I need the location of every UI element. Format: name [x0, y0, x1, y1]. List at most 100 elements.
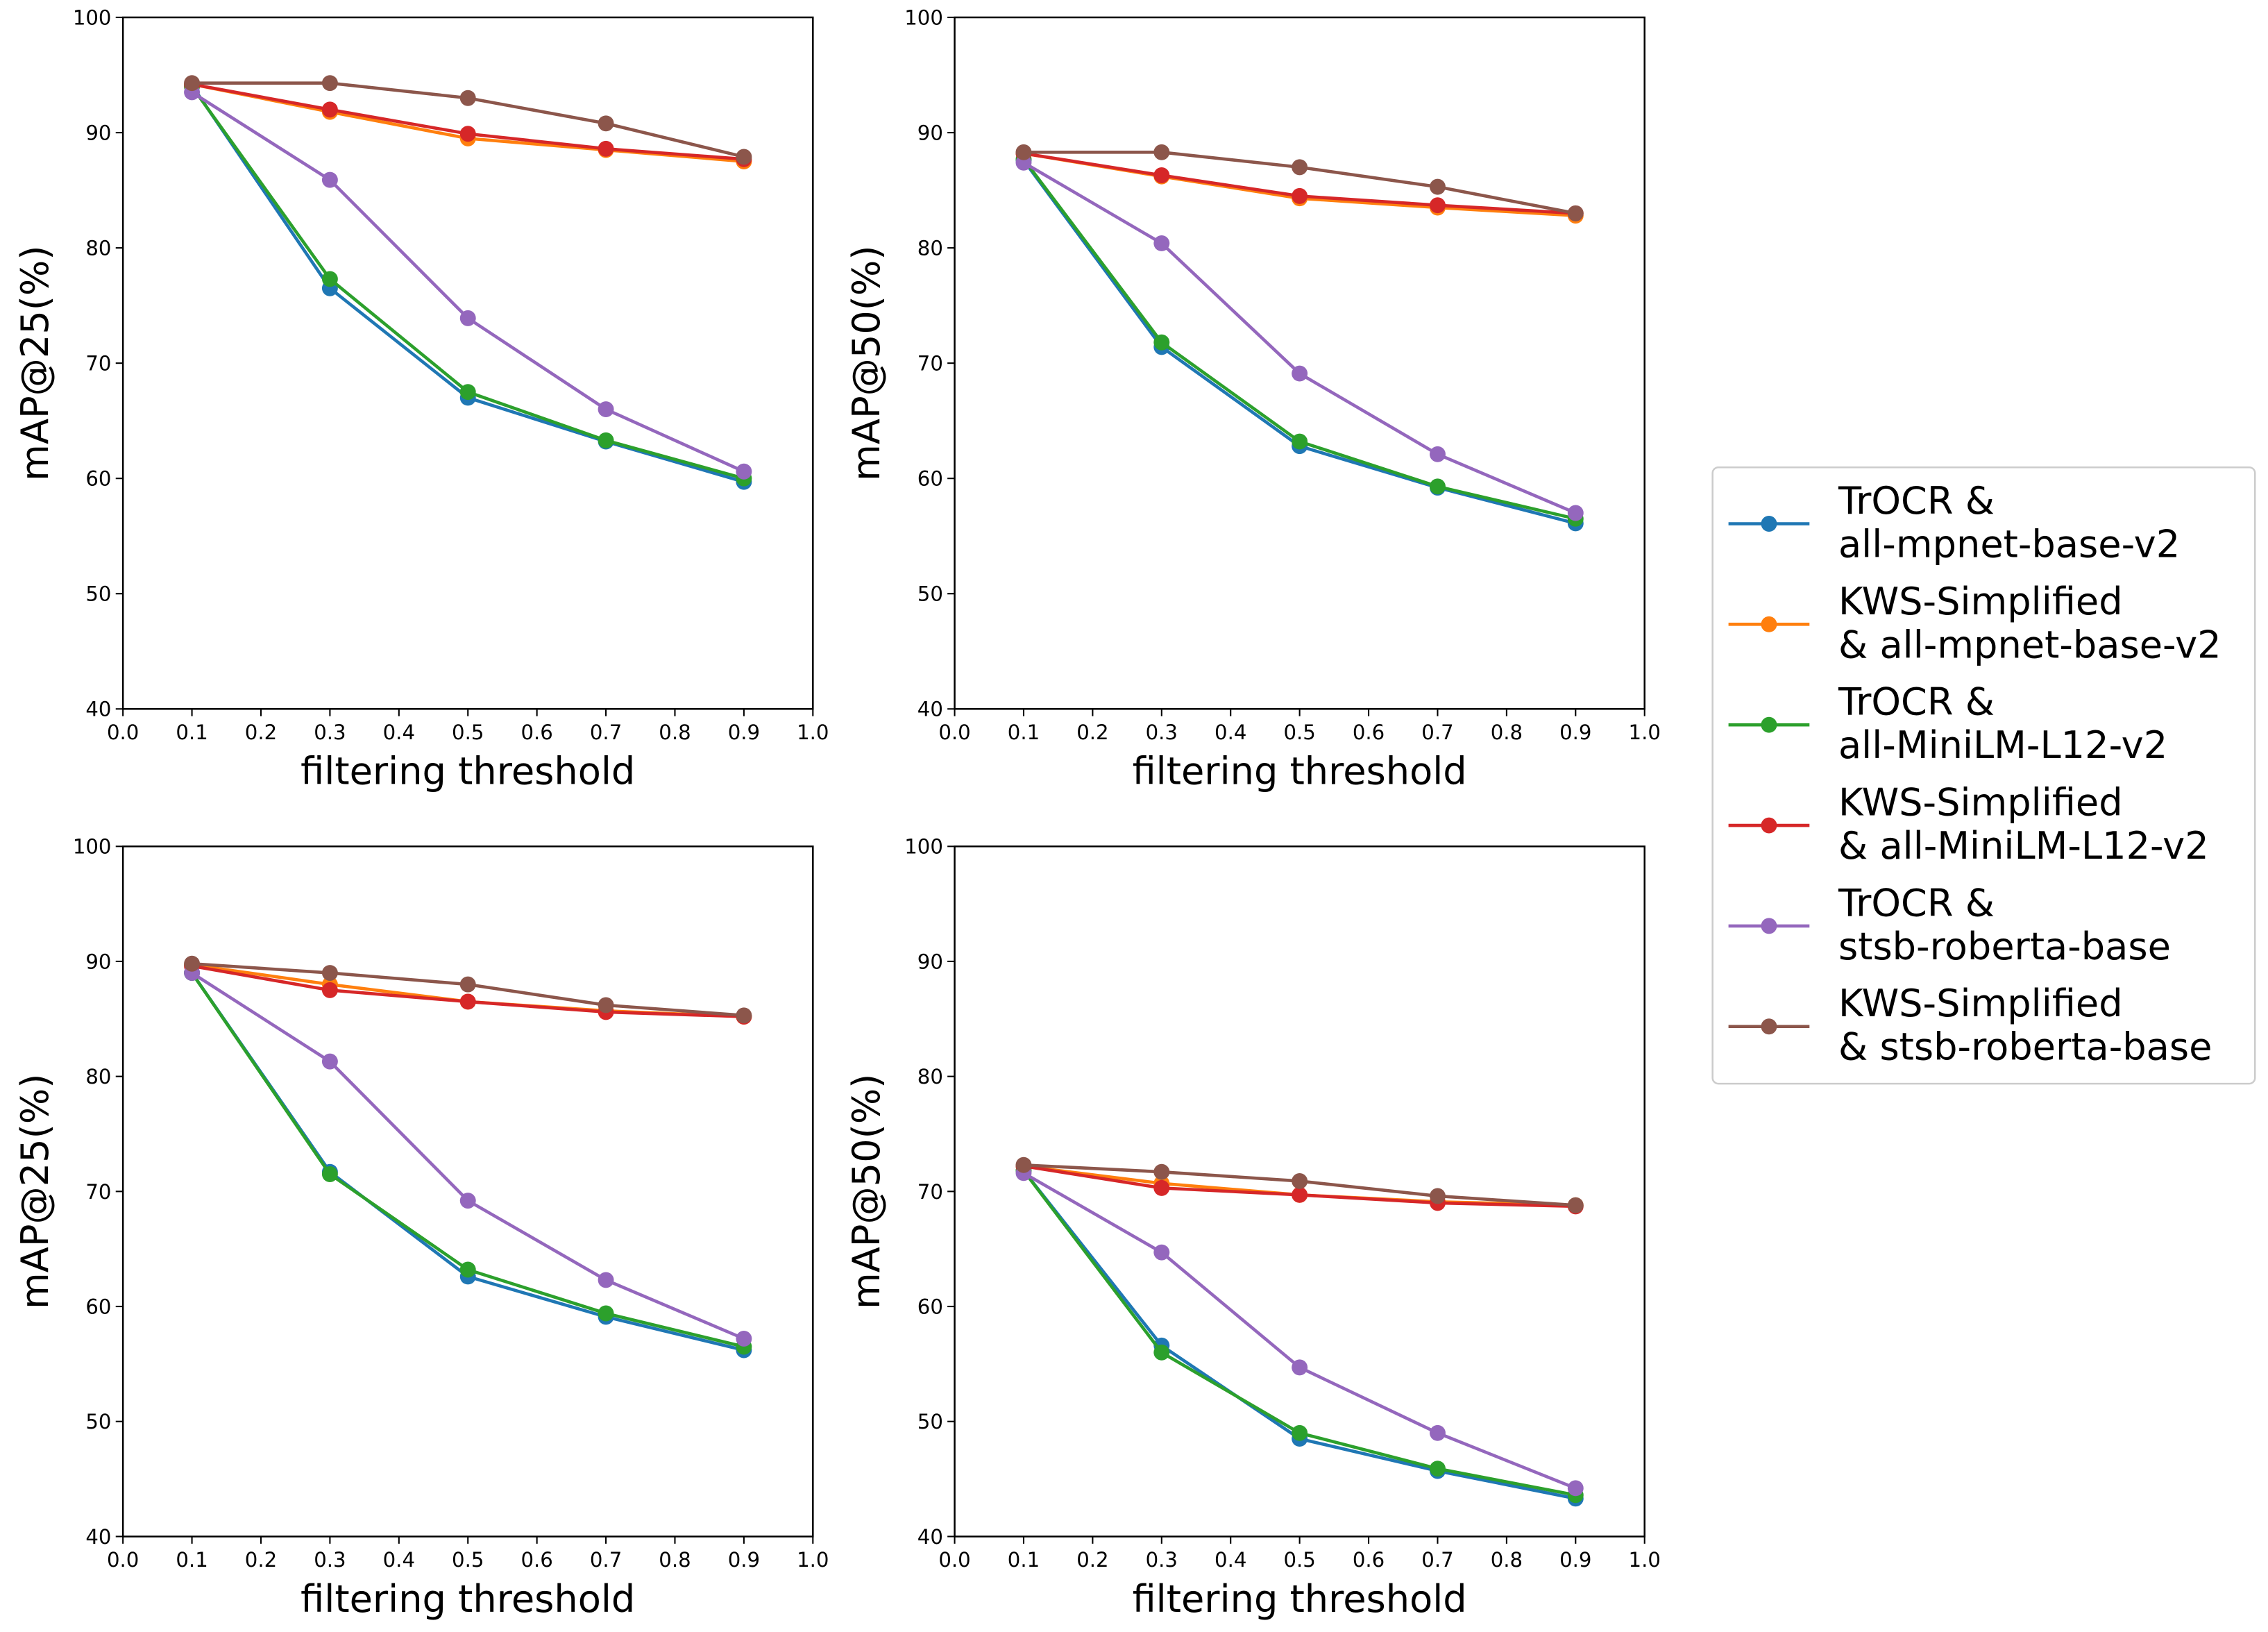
y-tick-label: 60 — [917, 1295, 943, 1318]
data-point — [321, 965, 338, 981]
data-point — [321, 271, 338, 287]
x-axis-label: filtering threshold — [1133, 1577, 1467, 1621]
axes-frame — [121, 846, 814, 1538]
x-tick-label: 1.0 — [797, 1548, 829, 1572]
y-tick-label: 90 — [917, 121, 943, 144]
x-tick-label: 0.4 — [1215, 721, 1246, 744]
y-tick-label: 100 — [73, 835, 112, 859]
legend-label-line1: TrOCR & — [1838, 680, 1995, 724]
y-tick-label: 90 — [85, 121, 111, 144]
x-tick-label: 0.2 — [1076, 721, 1108, 744]
x-tick-label: 0.1 — [1008, 721, 1040, 744]
y-tick-label: 80 — [85, 237, 111, 260]
data-point — [1430, 1424, 1446, 1441]
y-tick-label: 60 — [85, 1295, 111, 1318]
y-tick-label: 80 — [85, 1065, 111, 1088]
x-tick-label: 0.4 — [383, 721, 415, 744]
x-tick-label: 0.1 — [1008, 1548, 1040, 1572]
data-point — [1292, 159, 1308, 176]
x-axis-label: filtering threshold — [1133, 750, 1467, 793]
legend-entry-6: KWS-Simplified& stsb-roberta-base — [1728, 982, 2212, 1069]
y-tick-label: 40 — [85, 1525, 111, 1549]
legend-marker — [1761, 616, 1777, 632]
series-6 — [184, 75, 752, 165]
legend-label-line1: KWS-Simplified — [1838, 580, 2123, 623]
x-tick-label: 0.3 — [314, 721, 346, 744]
y-tick-label: 60 — [917, 467, 943, 491]
y-axis-label: mAP@25(%) — [13, 245, 57, 480]
x-tick-label: 0.4 — [1215, 1548, 1246, 1572]
series-5 — [184, 84, 752, 480]
legend-entry-3: TrOCR &all-MiniLM-L12-v2 — [1728, 680, 2167, 767]
data-point — [1430, 1461, 1446, 1477]
data-point — [1292, 1186, 1308, 1203]
data-point — [598, 140, 614, 157]
x-tick-label: 0.2 — [1076, 1548, 1108, 1572]
data-point — [184, 955, 201, 972]
x-tick-label: 0.9 — [1559, 1548, 1591, 1572]
data-point — [1430, 446, 1446, 462]
series-5 — [1015, 1165, 1584, 1497]
legend-marker — [1761, 716, 1777, 733]
data-point — [736, 1007, 752, 1024]
data-point — [459, 1261, 476, 1278]
y-tick-label: 70 — [917, 1180, 943, 1204]
data-point — [1015, 1156, 1032, 1173]
x-tick-label: 0.1 — [176, 721, 208, 744]
x-tick-label: 0.6 — [1353, 721, 1385, 744]
data-point — [1153, 334, 1170, 351]
x-axis-label: filtering threshold — [301, 750, 635, 793]
subplot-4: 0.0 0.1 0.2 0.3 0.4 0.5 0.6 0.7 0.8 0.9 1.0 40 50 60 7… — [845, 835, 1661, 1621]
data-point — [1292, 187, 1308, 204]
data-point — [1567, 205, 1584, 221]
legend-marker — [1761, 516, 1777, 532]
x-tick-label: 1.0 — [1629, 1548, 1661, 1572]
x-tick-label: 0.8 — [1491, 1548, 1523, 1572]
y-tick-label: 100 — [73, 6, 112, 29]
data-point — [1015, 144, 1032, 160]
y-axis-label: mAP@50(%) — [845, 1074, 888, 1309]
legend-label-line1: KWS-Simplified — [1838, 982, 2123, 1025]
data-point — [1153, 235, 1170, 251]
axes-frame — [121, 16, 814, 710]
data-point — [1292, 433, 1308, 450]
x-tick-label: 0.5 — [452, 721, 484, 744]
axes-frame — [954, 16, 1645, 710]
data-point — [459, 384, 476, 401]
y-tick-label: 50 — [917, 582, 943, 606]
data-point — [321, 171, 338, 188]
data-point — [184, 75, 201, 92]
subplot-3: 0.0 0.1 0.2 0.3 0.4 0.5 0.6 0.7 0.8 0.9 1.0 40 50 60 7… — [13, 835, 829, 1621]
data-point — [1153, 167, 1170, 183]
data-point — [1292, 1359, 1308, 1376]
data-point — [321, 1053, 338, 1070]
y-tick-label: 50 — [85, 1410, 111, 1433]
legend-label-line2: & stsb-roberta-base — [1838, 1025, 2212, 1069]
x-tick-label: 0.9 — [728, 1548, 760, 1572]
x-tick-label: 0.0 — [938, 721, 970, 744]
data-point — [736, 1330, 752, 1347]
data-point — [1153, 1163, 1170, 1180]
x-tick-label: 0.3 — [314, 1548, 346, 1572]
y-tick-label: 40 — [917, 1525, 943, 1549]
data-point — [736, 463, 752, 480]
x-tick-label: 0.9 — [1559, 721, 1591, 744]
x-tick-label: 0.7 — [1421, 721, 1453, 744]
y-tick-label: 70 — [917, 352, 943, 376]
y-tick-label: 50 — [85, 582, 111, 606]
x-tick-label: 0.6 — [1353, 1548, 1385, 1572]
data-point — [321, 1166, 338, 1182]
data-point — [1567, 1197, 1584, 1213]
data-point — [598, 997, 614, 1013]
data-point — [459, 310, 476, 326]
series-6 — [1015, 1156, 1584, 1213]
data-point — [1430, 1188, 1446, 1204]
data-point — [1153, 1244, 1170, 1261]
data-point — [1567, 1480, 1584, 1497]
y-tick-label: 40 — [917, 698, 943, 721]
x-tick-label: 0.8 — [1491, 721, 1523, 744]
data-point — [321, 982, 338, 998]
y-tick-label: 100 — [904, 6, 943, 29]
legend-label-line1: TrOCR & — [1838, 479, 1995, 523]
